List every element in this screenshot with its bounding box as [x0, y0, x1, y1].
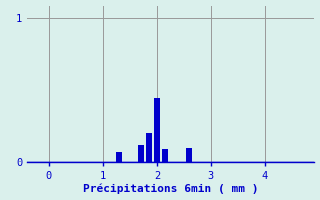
Bar	[186, 148, 192, 162]
X-axis label: Précipitations 6min ( mm ): Précipitations 6min ( mm )	[83, 184, 258, 194]
Bar	[138, 145, 144, 162]
Bar	[146, 133, 152, 162]
Bar	[116, 152, 122, 162]
Bar	[162, 149, 168, 162]
Bar	[154, 98, 160, 162]
